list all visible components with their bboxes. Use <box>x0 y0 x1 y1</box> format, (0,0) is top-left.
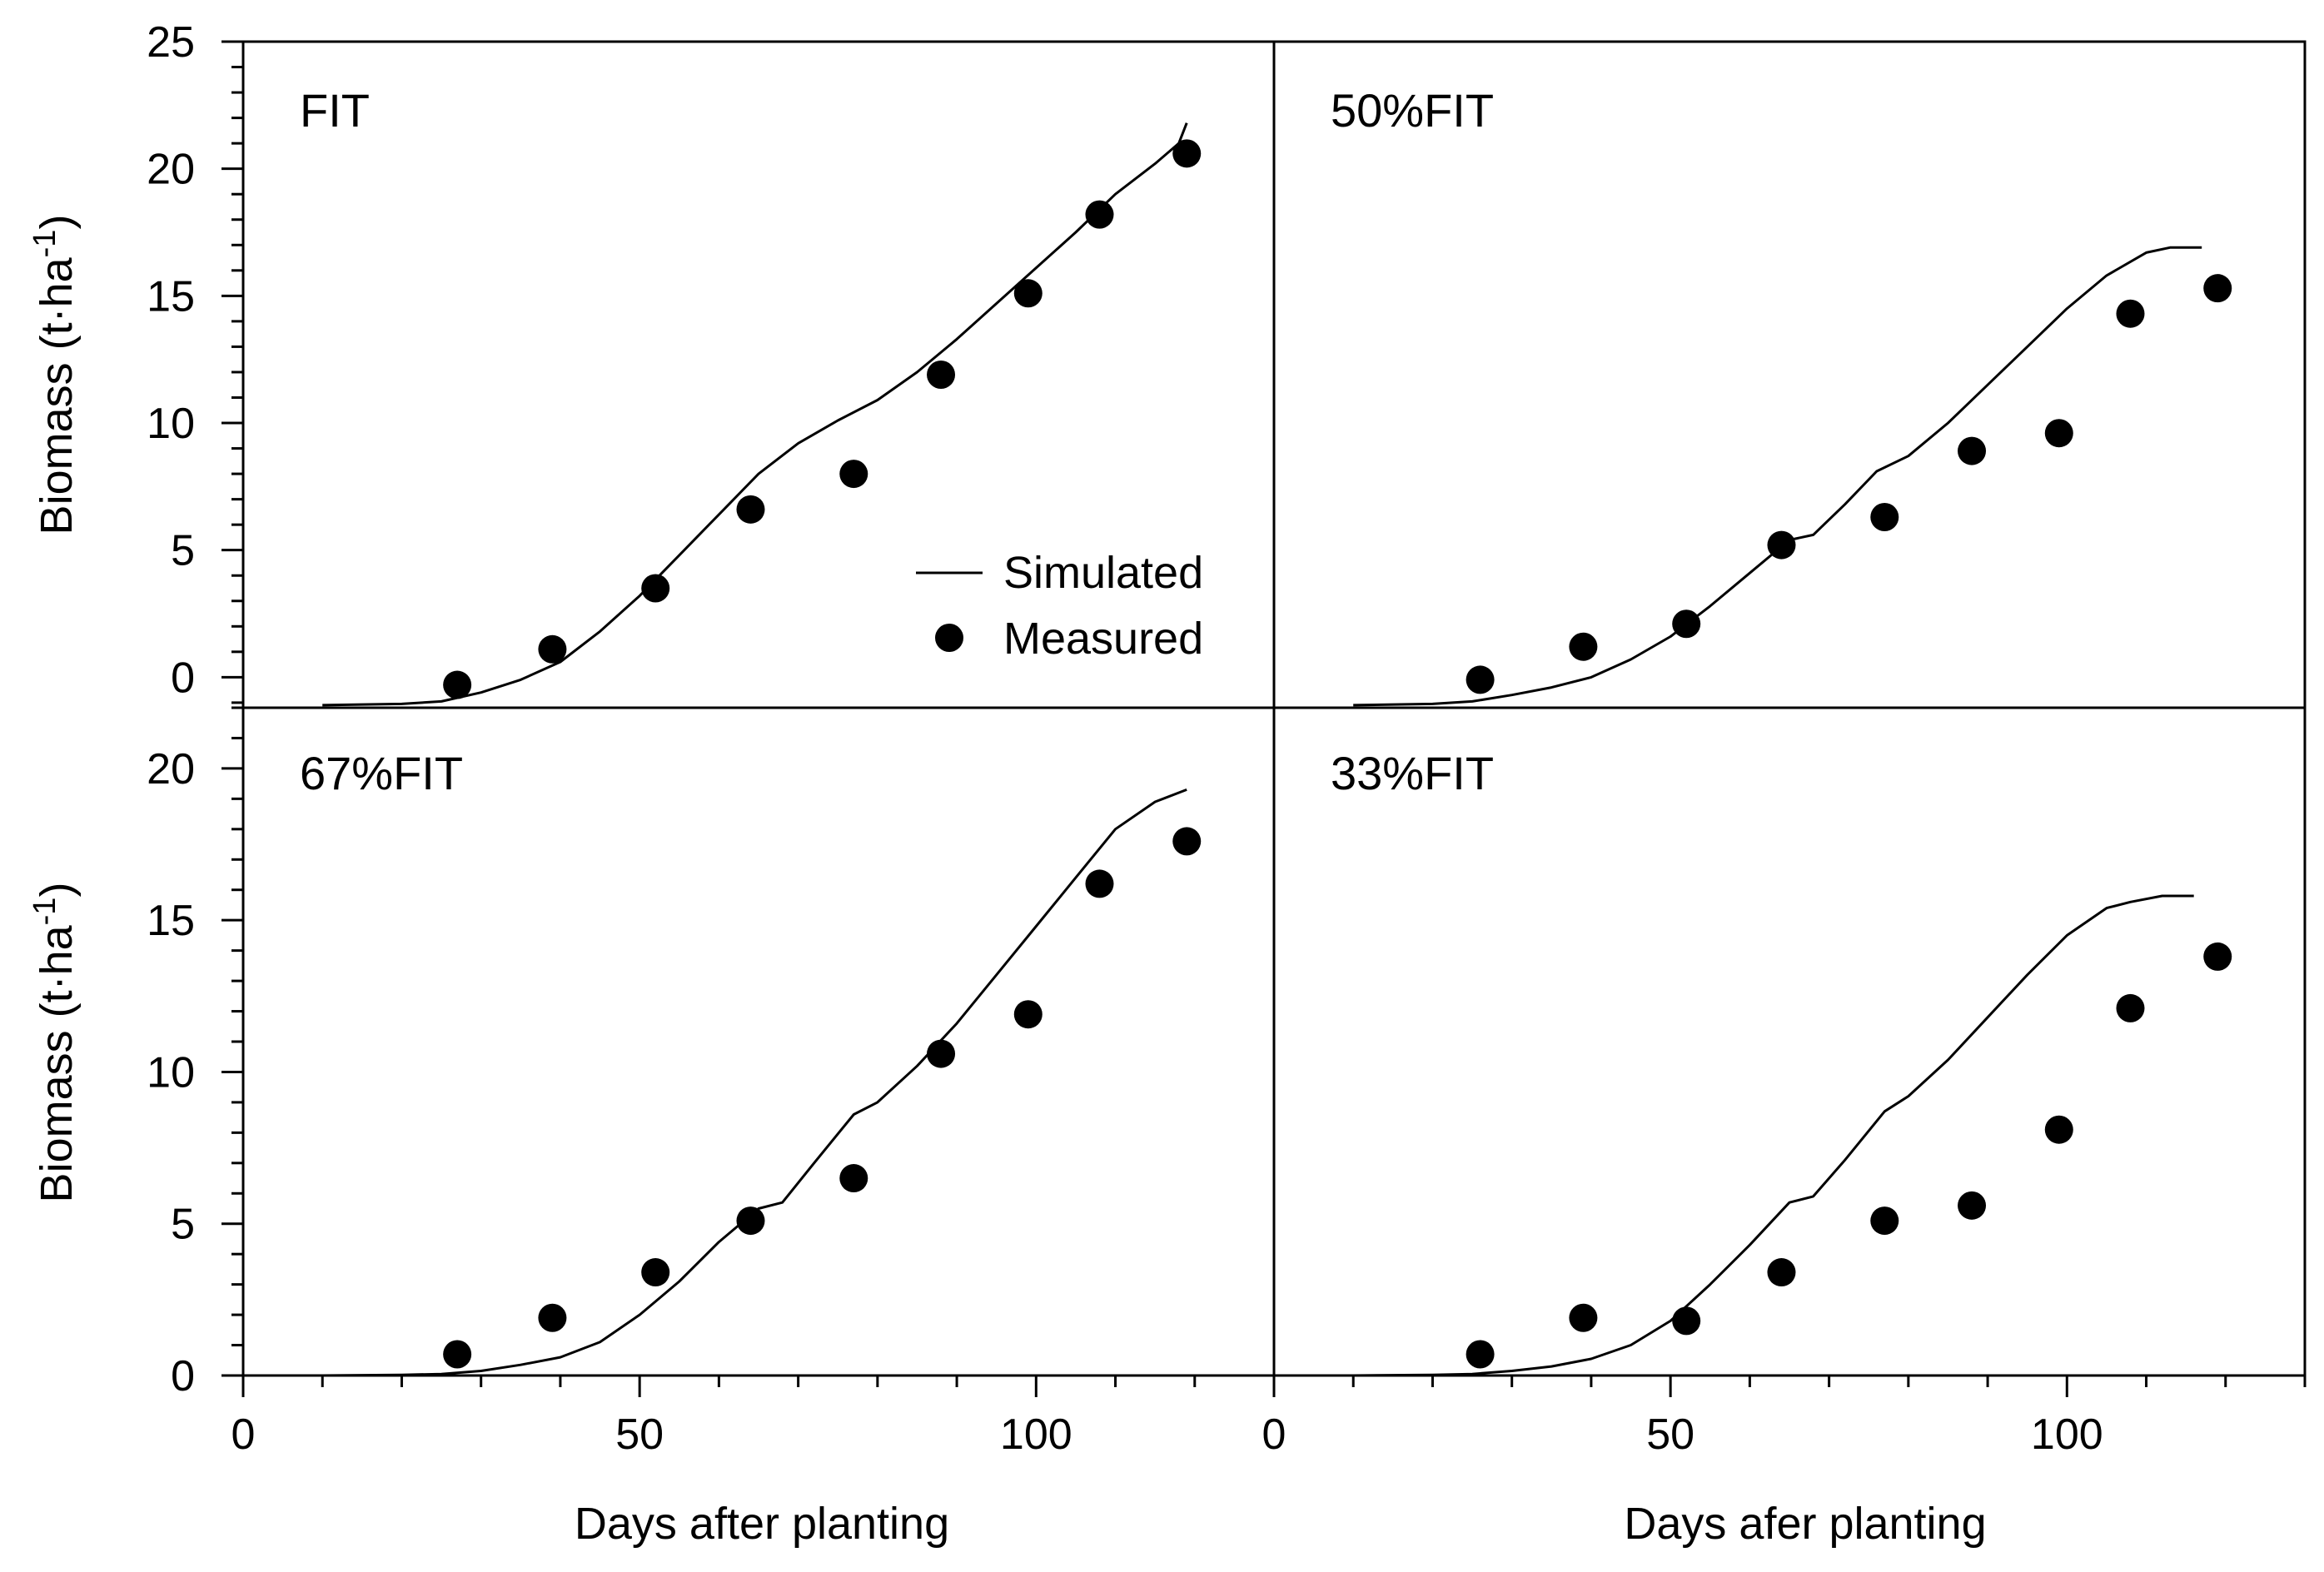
measured-point-fit67 <box>839 1164 868 1193</box>
y-tick-label: 0 <box>171 654 195 702</box>
measured-point-fit50 <box>1767 530 1796 560</box>
measured-point-fit50 <box>2044 419 2073 448</box>
measured-point-fit50 <box>1672 609 1701 639</box>
legend-measured-swatch <box>935 624 963 652</box>
simulated-line-fit67 <box>322 788 1187 1377</box>
panel-label-fit67: 67%FIT <box>300 747 463 799</box>
measured-point-fit <box>443 670 472 699</box>
legend-measured-label: Measured <box>1003 614 1203 664</box>
measured-point-fit67 <box>1172 827 1202 856</box>
measured-point-fit67 <box>927 1039 956 1068</box>
x-tick-label: 100 <box>1000 1410 1072 1459</box>
measured-point-fit33 <box>1870 1206 1899 1236</box>
x-tick-label: 0 <box>231 1410 256 1459</box>
x-tick-label: 100 <box>2031 1410 2103 1459</box>
panel-label-fit33: 33%FIT <box>1331 747 1494 799</box>
legend: Simulated Measured <box>916 548 1203 664</box>
y-tick-label: 20 <box>147 146 195 194</box>
x-axis-title-left: Days after planting <box>575 1499 949 1549</box>
measured-point-fit67 <box>1085 869 1114 898</box>
measured-point-fit <box>1172 139 1202 168</box>
measured-point-fit67 <box>736 1206 765 1236</box>
measured-point-fit <box>736 495 765 524</box>
measured-point-fit33 <box>1569 1303 1598 1332</box>
measured-point-fit <box>927 361 956 389</box>
y-tick-label: 20 <box>147 745 195 793</box>
measured-point-fit <box>1085 200 1114 229</box>
y-axis-title-top: Biomass (t·ha-1) <box>27 215 82 535</box>
marks-fit <box>322 122 1202 707</box>
measured-point-fit50 <box>1870 502 1899 531</box>
measured-point-fit50 <box>1466 665 1495 694</box>
x-tick-label: 50 <box>1646 1410 1694 1459</box>
y-tick-label: 5 <box>171 527 195 575</box>
measured-point-fit67 <box>443 1340 472 1369</box>
measured-point-fit33 <box>1466 1340 1495 1369</box>
measured-point-fit33 <box>1767 1258 1796 1287</box>
y-tick-label: 10 <box>147 1048 195 1097</box>
y-tick-label: 0 <box>171 1352 195 1400</box>
measured-point-fit <box>641 574 670 603</box>
panel-fit33: 33%FIT 0 50 100 <box>1262 747 2307 1459</box>
measured-point-fit33 <box>1672 1306 1701 1336</box>
x-axis-title-right: Days afer planting <box>1624 1499 1986 1549</box>
panel-fit50: 50%FIT <box>1331 84 2232 707</box>
y-axis-title-bottom: Biomass (t·ha-1) <box>27 883 82 1203</box>
measured-point-fit <box>1013 279 1043 308</box>
panel-fit: FIT 0 5 10 15 20 25 Simulated Measured <box>147 18 1203 707</box>
legend-simulated-label: Simulated <box>1003 548 1203 598</box>
simulated-line-fit33 <box>1353 894 2194 1377</box>
y-tick-label: 5 <box>171 1201 195 1249</box>
measured-point-fit50 <box>1569 632 1598 661</box>
marks-fit33 <box>1353 894 2232 1377</box>
x-tick-label: 0 <box>1262 1410 1286 1459</box>
simulated-line-fit50 <box>1353 246 2202 707</box>
y-tick-label: 15 <box>147 897 195 945</box>
measured-point-fit33 <box>2116 993 2145 1022</box>
panel-label-fit: FIT <box>300 84 370 137</box>
ticks-fit: 0 5 10 15 20 25 <box>147 18 243 704</box>
measured-point-fit <box>839 460 868 489</box>
panel-fit67: 67%FIT 0 5 10 15 20 0 50 100 <box>147 706 1276 1459</box>
measured-point-fit33 <box>2203 942 2232 971</box>
measured-point-fit67 <box>641 1258 670 1287</box>
measured-point-fit50 <box>2203 274 2232 303</box>
y-tick-label: 10 <box>147 400 195 448</box>
x-tick-label: 50 <box>615 1410 664 1459</box>
ticks-fit67: 0 5 10 15 20 0 50 100 <box>147 706 1276 1459</box>
measured-point-fit <box>538 634 567 664</box>
measured-point-fit33 <box>2044 1115 2073 1144</box>
measured-point-fit33 <box>1958 1191 1987 1220</box>
marks-fit67 <box>322 788 1202 1377</box>
measured-point-fit67 <box>1013 1000 1043 1029</box>
y-tick-label: 15 <box>147 272 195 321</box>
measured-point-fit67 <box>538 1303 567 1332</box>
ticks-fit33: 0 50 100 <box>1262 1376 2307 1459</box>
y-tick-label: 25 <box>147 18 195 67</box>
measured-point-fit50 <box>2116 299 2145 328</box>
marks-fit50 <box>1353 246 2232 707</box>
measured-point-fit50 <box>1958 436 1987 465</box>
panel-label-fit50: 50%FIT <box>1331 84 1494 137</box>
